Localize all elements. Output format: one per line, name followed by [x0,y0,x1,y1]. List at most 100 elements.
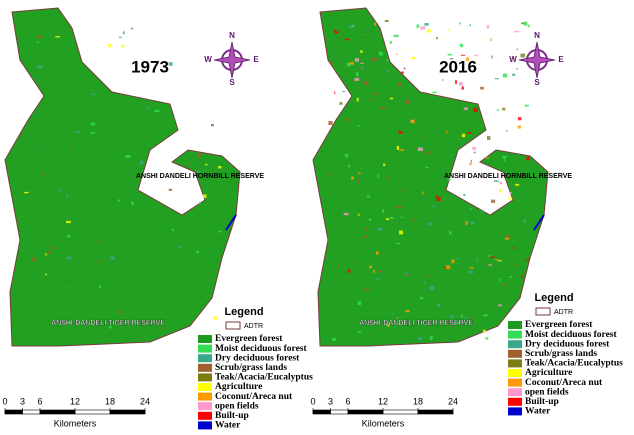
land-patch [90,132,96,134]
land-patch [37,65,43,69]
boundary-swatch [225,321,241,330]
land-patch [516,68,519,70]
land-patch [356,87,359,91]
land-patch [369,98,373,102]
land-patch [66,256,72,260]
land-patch [364,288,369,292]
land-patch [373,92,379,96]
land-patch [334,29,337,33]
land-patch [154,109,160,113]
land-patch [121,45,125,48]
compass-e: E [558,55,564,64]
land-patch [328,173,332,176]
land-patch [38,35,42,39]
land-patch [405,99,411,104]
land-patch [65,220,71,224]
legend-item: open fields [215,401,259,411]
land-patch [376,277,380,281]
land-patch [60,188,62,193]
land-patch [447,178,451,181]
land-patch [495,259,499,261]
land-patch [357,331,362,333]
land-patch [512,247,516,249]
land-patch [361,67,364,70]
land-patch [420,297,424,300]
land-patch [378,51,383,56]
land-patch [196,250,199,254]
scale-segment [347,409,384,415]
land-patch [395,53,398,55]
land-patch [363,235,368,238]
land-patch [397,316,399,320]
land-patch [487,255,491,257]
land-patch [387,323,390,327]
legend-swatch [198,383,212,391]
land-patch [429,285,435,290]
land-patch [213,316,218,320]
land-patch [425,274,429,277]
land-patch [404,274,410,276]
land-patch [398,82,402,87]
land-patch [400,216,403,219]
land-patch [469,24,471,27]
land-patch [463,193,466,197]
scale-unit: Kilometers [54,418,97,428]
land-patch [396,145,400,150]
land-patch [527,24,530,28]
land-patch [424,281,426,285]
land-patch [486,25,490,29]
land-patch [335,31,339,34]
land-patch [377,174,380,178]
legend-swatch [198,421,212,430]
land-patch [131,201,134,205]
land-patch [204,163,208,166]
land-patch [209,276,211,279]
land-patch [428,222,433,226]
land-patch [337,265,340,269]
land-patch [502,155,507,158]
land-patch [473,151,476,154]
land-patch [499,188,501,193]
legend-title: Legend [534,292,573,304]
land-patch [458,82,463,86]
land-patch [472,146,477,151]
land-patch [490,199,496,203]
land-patch [476,257,479,261]
reserve-area [312,7,549,347]
land-patch [36,41,39,43]
land-patch [411,56,416,60]
land-patch [470,159,472,164]
legend-swatch [508,407,522,416]
land-patch [524,104,529,107]
land-patch [364,36,367,38]
land-patch [32,257,36,261]
legend-item: Scrub/grass lands [215,363,287,373]
land-patch [378,270,382,273]
scale-label: 6 [345,396,350,406]
land-patch [171,228,174,232]
land-patch [382,209,385,213]
compass-w: W [509,55,517,64]
land-patch [385,218,389,221]
land-patch [412,219,416,221]
land-patch [417,147,423,151]
land-patch [422,136,424,139]
land-patch [168,188,173,191]
legend-swatch [508,378,522,387]
scale-label: 18 [105,396,115,406]
legend-item: Evergreen forest [215,334,283,344]
land-patch [351,176,355,180]
land-patch [356,97,359,102]
land-patch [508,197,513,200]
land-patch [108,325,112,329]
land-patch [480,171,483,174]
land-patch [360,62,364,64]
scale-segment [22,409,41,415]
land-patch [357,172,361,175]
land-patch [488,264,493,266]
land-patch [355,72,359,77]
scale-segment [74,409,111,415]
legend-item: Coconut/Areca nut [215,392,293,402]
compass: N S E W [204,31,259,87]
land-patch [99,285,102,288]
